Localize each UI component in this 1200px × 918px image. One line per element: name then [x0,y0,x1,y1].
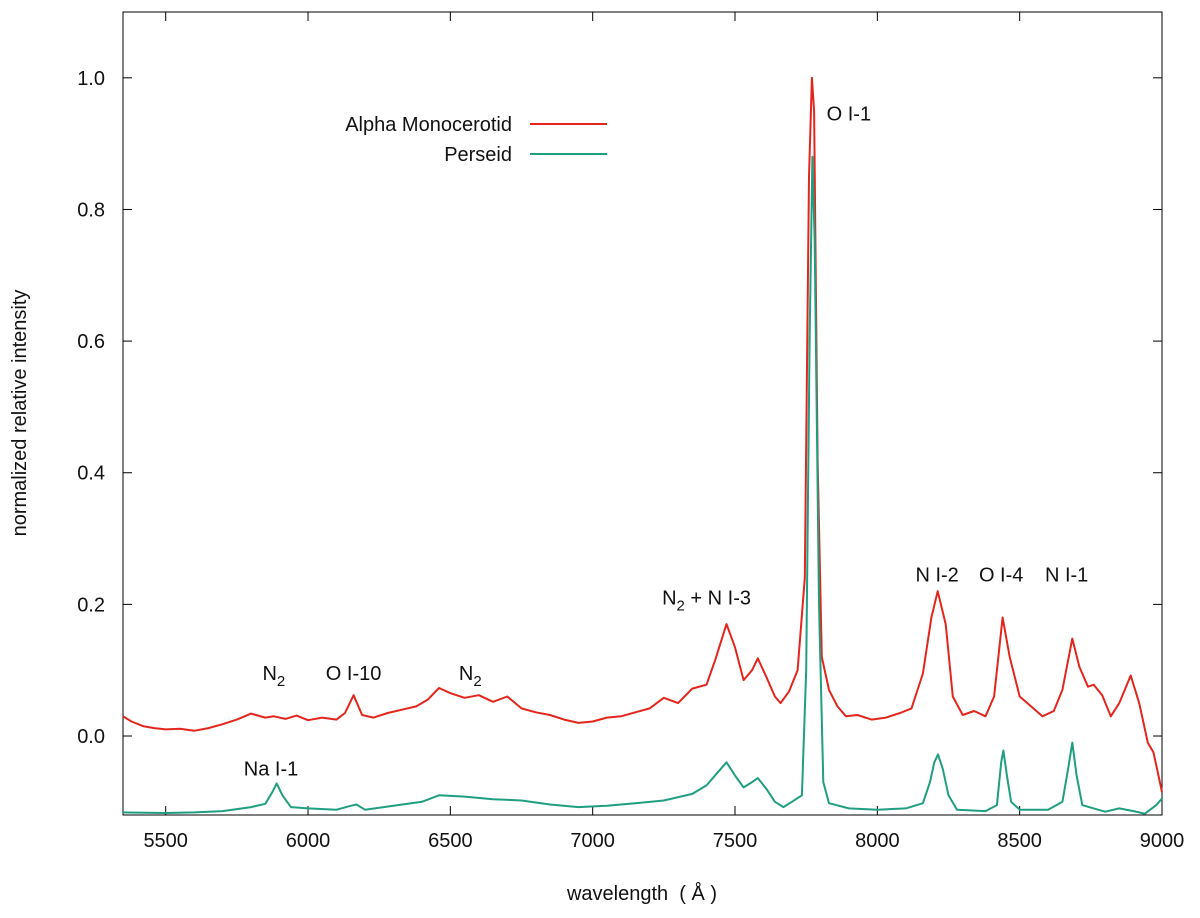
y-tick-label: 0.2 [77,594,105,616]
plot-frame [122,11,1163,816]
y-tick-label: 0.6 [77,331,105,353]
series-line-perseid [122,155,1163,815]
annotation-label: O I-1 [827,104,871,126]
y-tick-label: 0.0 [77,726,105,748]
x-tick-label: 7000 [570,830,615,852]
annotation-label: N I-1 [1045,564,1088,586]
y-tick-label: 0.4 [77,463,105,485]
x-tick-label: 6500 [428,830,473,852]
line-annotations: N2 O I-10 N2 N2 + N I-3 O I-1 N I-2 O I-4 N I-1… [244,104,1089,781]
annotation-label: N2 [262,663,285,690]
x-tick-label: 7500 [713,830,758,852]
x-axis-label: wavelength ( Å ) [566,882,717,905]
x-tick-label: 9000 [1140,830,1185,852]
annotation-label: O I-10 [326,663,382,685]
y-tick-label: 1.0 [77,68,105,90]
annotation-label: O I-4 [979,564,1023,586]
annotation-label: N I-2 [915,564,958,586]
y-tick-labels: 0.0 0.2 0.4 0.6 0.8 1.0 [77,68,105,748]
x-tick-label: 8500 [997,830,1042,852]
x-tick-label: 8000 [855,830,900,852]
legend-label-perseid: Perseid [444,144,512,166]
y-axis-label: normalized relative intensity [9,290,31,537]
legend: Alpha Monocerotid Perseid [345,114,607,166]
x-tick-label: 6000 [286,830,331,852]
annotation-label: Na I-1 [244,759,298,781]
annotation-label: N2 + N I-3 [662,587,751,614]
annotation-label: N2 [459,663,482,690]
x-tick-labels: 5500 6000 6500 7000 7500 8000 8500 9000 [143,830,1184,852]
x-tick-label: 5500 [143,830,188,852]
legend-label-alpha-monocerotid: Alpha Monocerotid [345,114,512,136]
axis-ticks [123,12,1163,815]
series-lines [122,76,1163,815]
series-line-alpha-monocerotid [122,76,1163,793]
y-tick-label: 0.8 [77,199,105,221]
